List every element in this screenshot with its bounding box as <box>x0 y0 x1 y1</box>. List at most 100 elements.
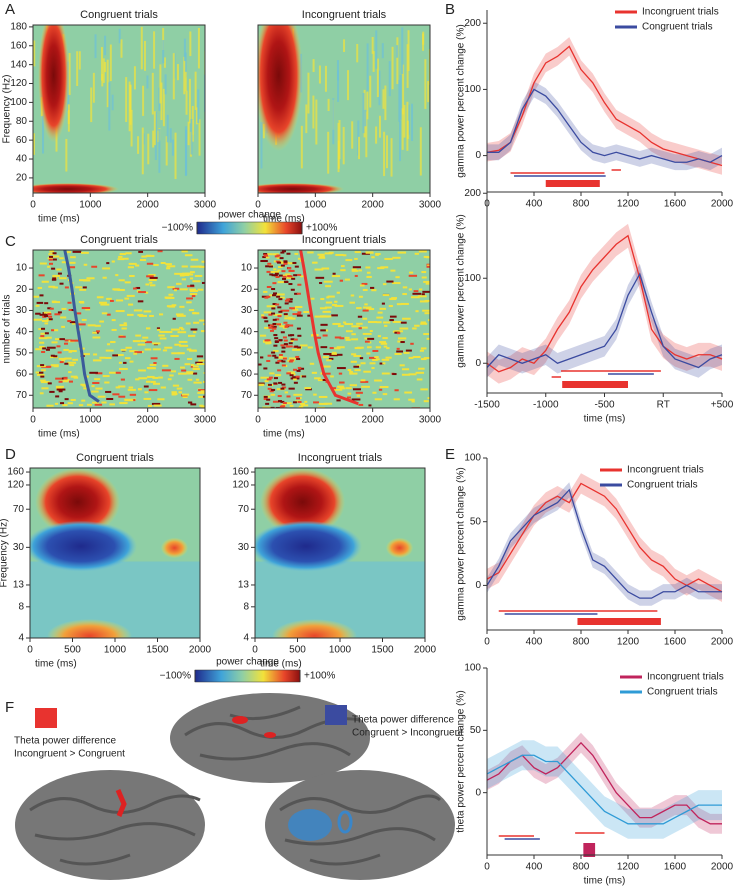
speckle <box>375 346 382 349</box>
speckle <box>146 275 154 278</box>
panel-label: F <box>5 699 14 716</box>
speckle <box>320 298 325 301</box>
speckle <box>335 253 344 256</box>
speckle <box>41 280 49 283</box>
speckle <box>185 322 191 325</box>
colorbar-tick-label: +100% <box>306 223 338 234</box>
speckle <box>324 329 329 332</box>
y-tick-label: 200 <box>464 18 481 29</box>
speckle <box>379 362 384 365</box>
heatmap-art <box>33 25 205 193</box>
speckle <box>198 389 205 392</box>
speckle <box>293 393 303 396</box>
speckle <box>271 288 276 291</box>
speckle <box>428 319 430 322</box>
speckle <box>181 278 187 281</box>
x-tick-label: 2000 <box>189 645 212 656</box>
x-axis-label: time (ms) <box>38 429 80 440</box>
speckle <box>366 352 371 355</box>
speckle <box>382 294 390 297</box>
speckle <box>179 366 185 369</box>
speckle <box>181 369 187 372</box>
speckle <box>64 342 69 345</box>
speckle <box>171 304 177 307</box>
streak <box>165 136 168 166</box>
speckle <box>294 305 303 308</box>
streak <box>166 114 169 143</box>
speckle <box>176 314 186 317</box>
speckle <box>420 347 427 350</box>
series-line <box>486 488 722 599</box>
streak <box>154 111 157 161</box>
x-tick-label: 800 <box>573 637 590 648</box>
speckle <box>95 387 103 390</box>
speckle <box>386 280 394 283</box>
speckle <box>400 302 409 305</box>
speckle <box>366 275 372 278</box>
speckle <box>68 308 73 311</box>
speckle <box>46 404 54 407</box>
x-tick-label: 1500 <box>371 645 394 656</box>
speckle <box>95 372 103 375</box>
streak <box>372 51 375 72</box>
speckle <box>269 372 275 375</box>
speckle <box>334 353 343 356</box>
y-tick-label: 30 <box>13 542 25 553</box>
speckle <box>72 358 78 361</box>
speckle <box>263 316 268 319</box>
streak <box>378 70 381 106</box>
speckle <box>420 321 426 324</box>
streak <box>318 65 321 84</box>
speckle <box>371 256 375 259</box>
speckle <box>400 341 405 344</box>
speckle <box>322 334 328 337</box>
speckle <box>289 374 294 377</box>
speckle <box>381 372 390 375</box>
streak <box>160 82 163 121</box>
speckle <box>107 343 111 346</box>
low-band <box>33 183 119 193</box>
speckle <box>115 274 119 277</box>
speckle <box>381 302 385 305</box>
speckle <box>402 368 410 371</box>
speckle <box>281 383 286 386</box>
x-axis-label: time (ms) <box>584 876 626 887</box>
x-tick-label: 0 <box>484 637 490 648</box>
speckle <box>281 346 286 349</box>
x-tick-label: 3000 <box>419 415 442 426</box>
speckle <box>334 300 338 303</box>
speckle <box>292 401 297 404</box>
speckle <box>289 269 294 272</box>
speckle <box>89 371 98 374</box>
speckle <box>414 252 419 255</box>
legend-text: Theta power difference <box>352 715 455 726</box>
speckle <box>203 371 205 374</box>
speckle <box>81 399 86 402</box>
speckle <box>53 365 59 368</box>
speckle <box>200 390 205 393</box>
speckle <box>64 286 69 289</box>
chart: Incongruent trials Congruent trials 0 400 80… <box>456 663 734 887</box>
legend-text: Incongruent > Congruent <box>14 749 125 760</box>
speckle <box>106 262 110 265</box>
speckle <box>124 357 131 360</box>
frame <box>257 24 431 194</box>
speckle <box>326 359 332 362</box>
speckle <box>110 341 116 344</box>
speckle <box>44 315 49 318</box>
speckle <box>291 277 296 280</box>
speckle <box>47 365 52 368</box>
speckle <box>402 293 407 296</box>
speckle <box>293 368 298 371</box>
speckle <box>197 391 205 394</box>
speckle <box>334 347 341 350</box>
speckle <box>83 387 89 390</box>
side-blob <box>385 537 414 559</box>
streak <box>382 89 385 109</box>
speckle <box>344 323 353 326</box>
speckle <box>47 307 52 310</box>
speckle <box>145 283 150 286</box>
speckle <box>51 329 55 332</box>
speckle <box>343 321 347 324</box>
speckle <box>149 314 154 317</box>
